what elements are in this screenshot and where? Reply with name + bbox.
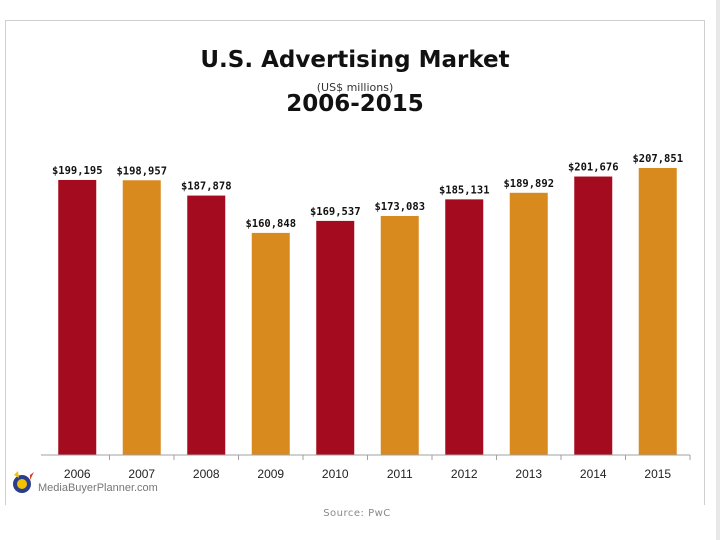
bar-2006 bbox=[58, 179, 97, 455]
x-tick-2011: 2011 bbox=[387, 467, 413, 481]
scrollbar-edge bbox=[716, 0, 720, 540]
bar-2014 bbox=[574, 176, 613, 455]
bar-2015 bbox=[638, 168, 677, 455]
bar-2008 bbox=[187, 195, 226, 455]
data-label-2011: $173,083 bbox=[374, 201, 425, 213]
data-label-2014: $201,676 bbox=[568, 162, 619, 174]
data-label-2009: $160,848 bbox=[245, 218, 296, 230]
x-tick-2010: 2010 bbox=[322, 467, 349, 481]
watermark-text: MediaBuyerPlanner.com bbox=[38, 482, 158, 494]
x-tick-2012: 2012 bbox=[451, 467, 478, 481]
x-tick-2009: 2009 bbox=[257, 467, 284, 481]
data-label-2006: $199,195 bbox=[52, 165, 103, 177]
x-tick-2013: 2013 bbox=[515, 467, 542, 481]
data-label-2008: $187,878 bbox=[181, 181, 232, 193]
data-label-2012: $185,131 bbox=[439, 184, 490, 196]
chart-frame bbox=[5, 20, 705, 505]
data-label-2007: $198,957 bbox=[116, 165, 167, 177]
bar-chart: $199,195 2006 $198,957 2007 $187,878 2008 $160… bbox=[41, 153, 691, 481]
source-note: Source: PwC bbox=[323, 508, 391, 519]
watermark: MediaBuyerPlanner.com bbox=[10, 470, 158, 496]
data-label-2015: $207,851 bbox=[632, 153, 683, 165]
bar-2010 bbox=[316, 220, 355, 455]
chart-period: 2006-2015 bbox=[286, 91, 424, 117]
bar-2013 bbox=[509, 192, 548, 455]
data-label-2013: $189,892 bbox=[503, 178, 554, 190]
chart-subtitle: (US$ millions) bbox=[316, 81, 394, 94]
x-tick-2014: 2014 bbox=[580, 467, 607, 481]
x-tick-2007: 2007 bbox=[128, 467, 155, 481]
bar-2007 bbox=[122, 180, 161, 455]
bar-2011 bbox=[380, 216, 419, 455]
bar-2009 bbox=[251, 232, 290, 455]
x-tick-2008: 2008 bbox=[193, 467, 220, 481]
x-tick-2015: 2015 bbox=[644, 467, 671, 481]
bar-2012 bbox=[445, 199, 484, 455]
planner-logo-icon bbox=[13, 471, 34, 493]
data-label-2010: $169,537 bbox=[310, 206, 361, 218]
chart-title: U.S. Advertising Market bbox=[200, 47, 510, 73]
x-tick-2006: 2006 bbox=[64, 467, 91, 481]
